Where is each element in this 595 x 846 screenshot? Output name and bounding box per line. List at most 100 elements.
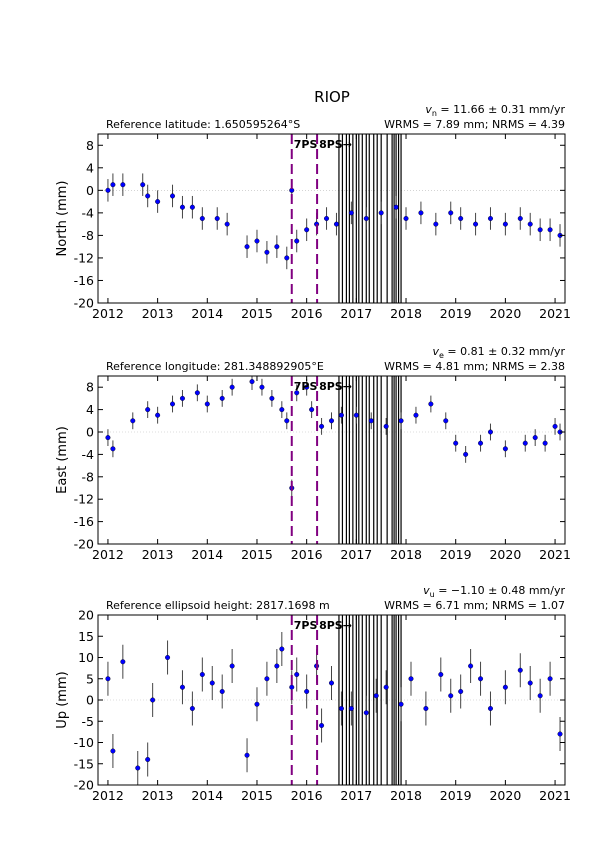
y-tick-label: -16 [74,514,94,529]
reference: Reference latitude: 1.650595264°S [106,118,300,131]
data-point [304,689,310,695]
data-point [179,204,185,210]
data-point [189,706,195,712]
data-point [199,672,205,678]
data-point [244,244,250,250]
x-tick-label: 2019 [440,788,472,803]
data-point [428,401,434,407]
data-point [284,255,290,261]
y-tick-label: -12 [74,250,94,265]
x-tick-label: 2017 [340,306,372,321]
x-tick-label: 2015 [241,306,273,321]
data-point [527,221,533,227]
data-point [408,676,414,682]
data-point [552,423,558,429]
data-point [309,407,315,413]
x-tick-label: 2016 [291,547,323,562]
data-point [219,395,225,401]
data-point [363,710,369,716]
y-tick-label: 0 [86,425,94,440]
data-point [105,435,111,441]
y-tick-label: -20 [74,537,94,552]
x-tick-label: 2017 [340,547,372,562]
y-tick-label: -20 [74,296,94,311]
data-point [478,676,484,682]
data-point [348,706,354,712]
data-point [547,227,553,233]
velocity: vn = 11.66 ± 0.31 mm/yr [425,103,565,118]
y-tick-label: -4 [82,447,95,462]
data-point [244,752,250,758]
data-point [353,412,359,418]
data-point [254,701,260,707]
data-point [537,227,543,233]
x-tick-label: 2021 [539,306,571,321]
x-tick-label: 2014 [191,788,223,803]
velocity-symbol: v [423,584,430,597]
velocity-symbol: v [425,103,432,116]
data-point [110,182,116,188]
data-point [229,384,235,390]
data-point [319,423,325,429]
data-point [165,655,171,661]
data-point [537,693,543,699]
y-axis-label: North (mm) [55,181,70,257]
data-point [324,215,330,221]
data-point [398,418,404,424]
data-point [214,215,220,221]
data-point [338,706,344,712]
data-point [453,440,459,446]
y-tick-label: -4 [82,205,95,220]
data-point [373,693,379,699]
y-tick-label: 20 [78,608,94,623]
y-tick-label: -15 [74,756,94,771]
data-point [294,672,300,678]
data-point [502,684,508,690]
event-label: 8PS→ [319,380,352,393]
velocity-subscript: e [439,351,444,360]
data-point [398,701,404,707]
y-tick-label: 4 [86,402,94,417]
data-point [527,680,533,686]
plot-area [98,376,565,544]
y-tick-label: -16 [74,273,94,288]
data-point [438,672,444,678]
data-point [502,446,508,452]
y-tick-label: 15 [78,629,94,644]
title: RIOP [314,88,350,106]
data-point [333,221,339,227]
data-point [199,215,205,221]
data-point [423,706,429,712]
y-tick-label: 8 [86,380,94,395]
data-point [547,676,553,682]
x-tick-label: 2013 [142,547,174,562]
data-point [478,440,484,446]
data-point [145,407,151,413]
y-axis-label: Up (mm) [55,671,70,728]
x-tick-label: 2015 [241,788,273,803]
data-point [363,215,369,221]
x-tick-label: 2015 [241,547,273,562]
x-tick-label: 2013 [142,788,174,803]
data-point [264,249,270,255]
data-point [279,646,285,652]
data-point [378,210,384,216]
data-point [170,193,176,199]
data-point [105,676,111,682]
data-point [189,204,195,210]
data-point [433,221,439,227]
x-tick-label: 2018 [390,788,422,803]
x-tick-label: 2020 [489,788,521,803]
y-axis-label: East (mm) [55,426,70,494]
event-label: 8PS→ [319,138,352,151]
data-point [179,684,185,690]
x-tick-label: 2020 [489,547,521,562]
data-point [145,757,151,763]
data-point [254,238,260,244]
data-point [194,390,200,396]
rms: WRMS = 4.81 mm; NRMS = 2.38 [384,360,565,373]
event-label: 7PS [294,138,318,151]
y-tick-label: 4 [86,160,94,175]
data-point [135,765,141,771]
